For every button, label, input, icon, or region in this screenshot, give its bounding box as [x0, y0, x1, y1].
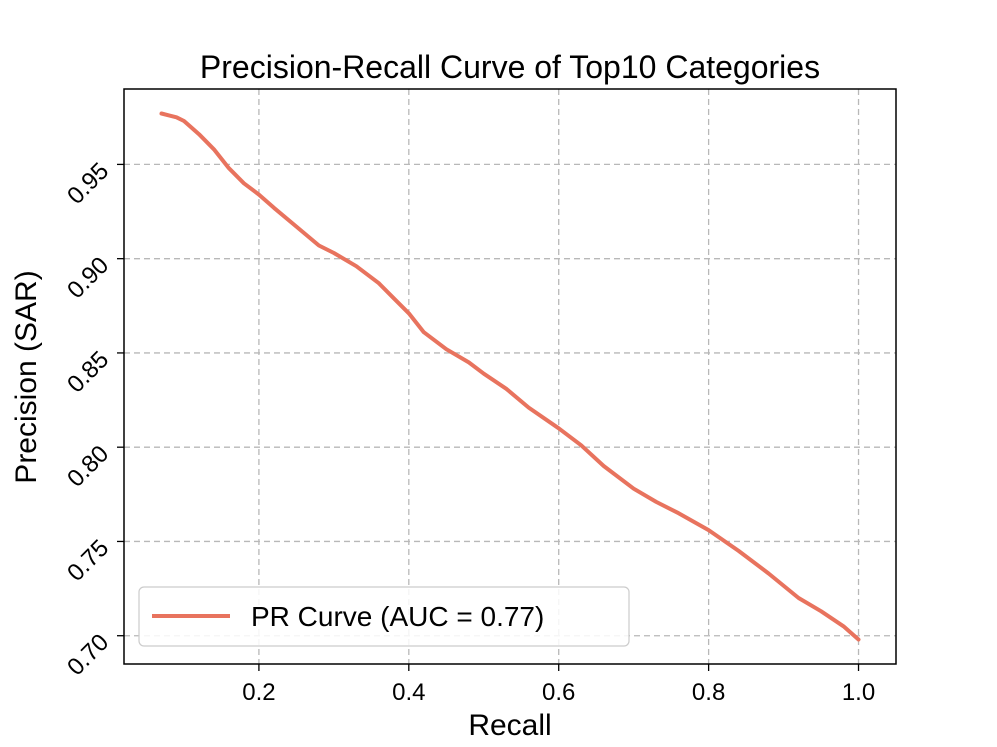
series-layer	[159, 111, 861, 642]
legend: PR Curve (AUC = 0.77)	[138, 586, 630, 647]
x-axis-label: Recall	[468, 709, 551, 742]
x-tick-label: 0.4	[392, 679, 425, 706]
x-tick-label: 1.0	[842, 679, 875, 706]
x-tick-label: 0.6	[542, 679, 575, 706]
x-tick-label: 0.8	[692, 679, 725, 706]
chart-title: Precision-Recall Curve of Top10 Categori…	[200, 49, 820, 85]
x-tick-layer: 0.2 0.4 0.6 0.8 1.0	[242, 664, 875, 706]
x-tick-label: 0.2	[242, 679, 275, 706]
grid-layer	[124, 89, 896, 664]
legend-label: PR Curve (AUC = 0.77)	[251, 601, 544, 632]
legend-box	[138, 586, 630, 647]
series-line	[159, 111, 861, 642]
plot-frame	[123, 88, 897, 665]
y-axis-label: Precision (SAR)	[10, 270, 43, 483]
